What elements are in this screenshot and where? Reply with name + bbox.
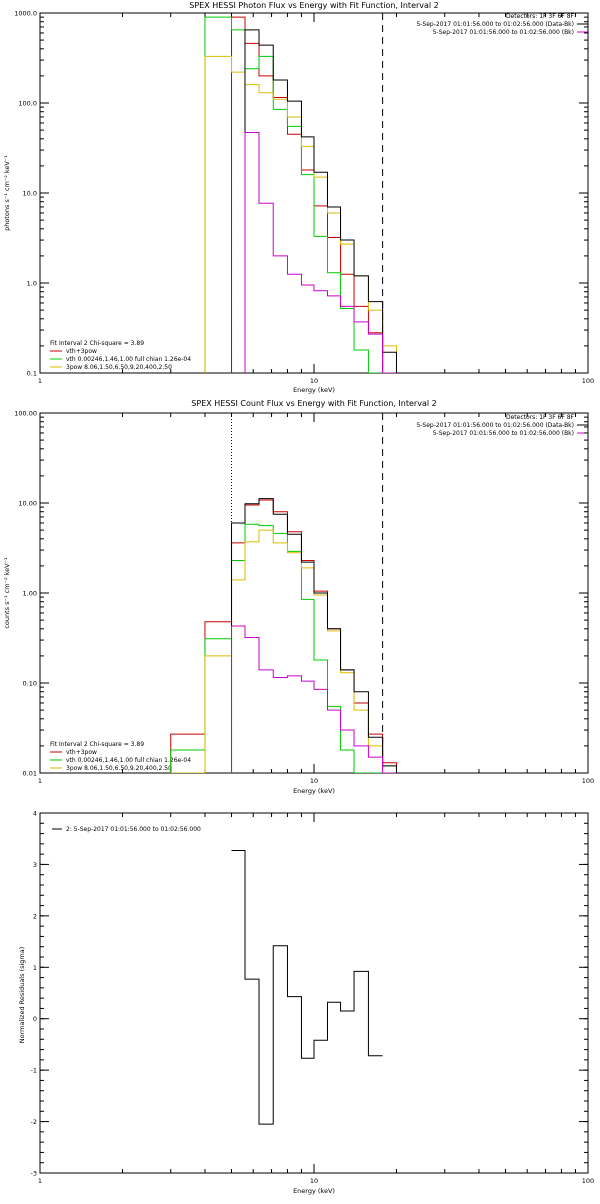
y-tick-label: 1.0	[27, 280, 37, 288]
series-bk	[244, 132, 397, 373]
y-tick-label: 0.01	[23, 770, 37, 778]
x-tick-label: 10	[310, 377, 318, 385]
y-axis-label: photons s⁻¹ cm⁻² keV⁻¹	[3, 155, 11, 231]
count-flux-panel: SPEX HESSI Count Flux vs Energy with Fit…	[3, 399, 594, 795]
fit-legend-3pow: 3pow 8.06,1.50,6.50,9.20,400,2.50	[66, 765, 172, 772]
y-tick-label: 100.00	[14, 410, 37, 418]
photon-flux-panel: SPEX HESSI Photon Flux vs Energy with Fi…	[3, 1, 594, 394]
fit-legend-vth: vth 0.00246,1.46,1.00 full chian 1.26e-0…	[66, 757, 191, 764]
x-tick-label: 100	[582, 777, 594, 785]
y-tick-label: 10.0	[23, 190, 37, 198]
fit-legend: Fit Interval 2 Chi-square = 3.89 vth+3po…	[50, 340, 191, 371]
x-tick-label: 10	[310, 1177, 318, 1185]
series-vth	[204, 16, 397, 373]
series-layer	[231, 850, 383, 1125]
header-line-data-bk: 5-Sep-2017 01:01:56.000 to 01:02:56.000 …	[416, 21, 574, 28]
series-2-5-sep-2017-01-01-56-000-to-01-02-56-000	[231, 850, 383, 1125]
x-axis-label: Energy (keV)	[293, 787, 335, 795]
header-line-data-bk: 5-Sep-2017 01:01:56.000 to 01:02:56.000 …	[416, 422, 574, 429]
header-line-bk: 5-Sep-2017 01:01:56.000 to 01:02:56.000 …	[433, 29, 574, 36]
series-3pow	[204, 55, 397, 373]
x-axis-label: Energy (keV)	[293, 1187, 335, 1195]
x-axis-label: Energy (keV)	[293, 386, 335, 394]
y-tick-label: -1	[31, 1067, 37, 1075]
x-tick-label: 100	[582, 377, 594, 385]
fit-legend-3pow: 3pow 8.06,1.50,6.50,9.20,400,2.50	[66, 364, 172, 371]
header-legend: Detectors: 1F 3F 6F 8F 5-Sep-2017 01:01:…	[416, 13, 588, 36]
residuals-panel: 2: 5-Sep-2017 01:01:56.000 to 01:02:56.0…	[18, 810, 594, 1196]
fit-legend-vth-3pow: vth+3pow	[66, 749, 97, 756]
x-tick-label: 1	[38, 1177, 42, 1185]
y-tick-label: 1000.0	[14, 10, 37, 18]
panel-title: SPEX HESSI Count Flux vs Energy with Fit…	[191, 399, 436, 408]
x-tick-label: 100	[582, 1177, 594, 1185]
y-tick-label: 2	[33, 912, 37, 920]
series-bk	[231, 625, 397, 773]
y-tick-label: -3	[31, 1170, 37, 1178]
y-tick-label: 1	[33, 964, 37, 972]
series-data-bk	[244, 29, 397, 373]
detectors-label: Detectors: 1F 3F 6F 8F	[506, 13, 575, 20]
y-axis-label: counts s⁻¹ cm⁻² keV⁻¹	[3, 557, 11, 629]
x-tick-label: 1	[38, 377, 42, 385]
fit-legend: Fit Interval 2 Chi-square = 3.89 vth+3po…	[50, 741, 191, 772]
y-tick-label: 0.10	[23, 680, 37, 688]
y-tick-label: 10.00	[18, 500, 37, 508]
fit-legend-vth-3pow: vth+3pow	[66, 348, 97, 355]
series-layer	[204, 16, 397, 373]
panel-title: SPEX HESSI Photon Flux vs Energy with Fi…	[189, 1, 439, 10]
residual-legend: 2: 5-Sep-2017 01:01:56.000 to 01:02:56.0…	[52, 826, 201, 833]
y-tick-label: 0.1	[27, 370, 37, 378]
y-axis-label: Normalized Residuals (sigma)	[18, 947, 26, 1044]
fit-legend-title: Fit Interval 2 Chi-square = 3.89	[50, 741, 144, 748]
y-tick-label: 100.0	[18, 100, 37, 108]
plot-frame	[39, 812, 589, 1174]
series-data-bk	[231, 498, 397, 773]
x-tick-label: 1	[38, 777, 42, 785]
y-tick-label: 3	[33, 861, 37, 869]
x-tick-label: 10	[310, 777, 318, 785]
fit-legend-vth: vth 0.00246,1.46,1.00 full chian 1.26e-0…	[66, 356, 191, 363]
series-layer	[170, 498, 397, 773]
y-tick-label: 1.00	[23, 590, 37, 598]
header-line-bk: 5-Sep-2017 01:01:56.000 to 01:02:56.000 …	[433, 430, 574, 437]
header-legend: Detectors: 1F 3F 6F 8F 5-Sep-2017 01:01:…	[416, 414, 588, 437]
y-tick-label: -2	[31, 1118, 37, 1126]
detectors-label: Detectors: 1F 3F 6F 8F	[506, 414, 575, 421]
y-tick-label: 0	[33, 1015, 37, 1023]
legend-text: 2: 5-Sep-2017 01:01:56.000 to 01:02:56.0…	[66, 826, 201, 833]
fit-legend-title: Fit Interval 2 Chi-square = 3.89	[50, 340, 144, 347]
y-tick-label: 4	[33, 810, 37, 818]
